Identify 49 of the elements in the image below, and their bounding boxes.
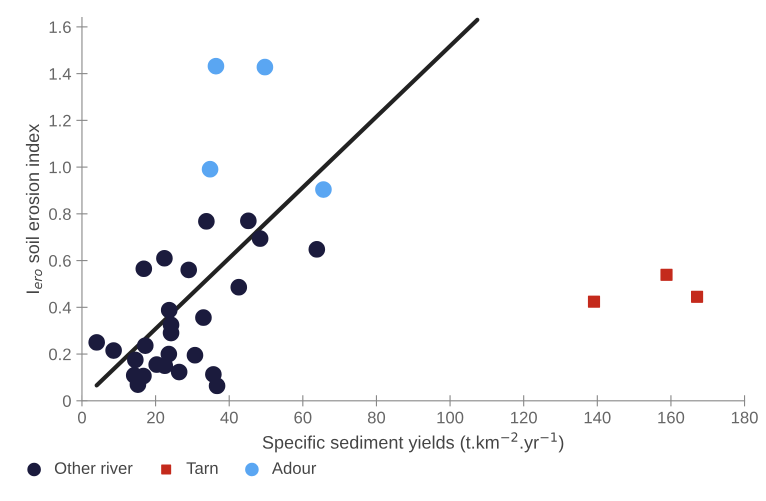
y-tick-label: 1.6 [50,21,71,34]
point [690,290,704,303]
point [208,58,224,74]
x-tick-label: 60 [294,412,312,424]
point [240,212,257,230]
point [170,364,188,380]
point [136,260,152,278]
point [156,250,173,267]
x-tick-label: 20 [147,412,164,424]
legend-label: Tarn [186,462,218,474]
x-tick-label: 40 [220,412,238,424]
point [127,352,144,368]
legend-label: Other river [54,462,133,474]
point [88,334,105,351]
point [160,302,178,318]
point [660,268,673,281]
x-tick-label: 140 [584,412,611,424]
point [136,337,154,354]
point [208,378,226,394]
x-tick-label: 80 [368,412,386,424]
point [195,309,212,326]
point [315,181,332,198]
point [308,241,326,258]
x-tick-label: 100 [437,412,464,424]
point [160,346,178,362]
x-tick-label: 0 [78,412,86,424]
point [186,346,204,364]
point [202,160,218,178]
y-tick-label: 0.6 [49,254,71,267]
y-tick-label: 0.2 [49,348,71,360]
y-tick-label: 0 [62,395,71,408]
x-tick-label: 120 [511,412,537,424]
point [230,278,248,296]
point [198,213,215,230]
point [252,230,268,247]
y-axis-title: I$_{ero}$ soil erosion index [26,124,42,293]
y-tick-label: 1.2 [50,114,71,126]
y-tick-label: 0.4 [49,302,72,314]
x-tick-label: 180 [732,412,758,424]
y-tick-label: 0.8 [49,208,71,220]
point [105,342,122,359]
y-tick-label: 1.4 [50,68,72,80]
point [256,58,274,76]
point [180,262,198,278]
legend-label: Adour [272,462,316,474]
point [588,296,600,308]
y-tick-label: 1.0 [50,162,71,174]
x-tick-label: 160 [658,412,684,424]
x-axis-title: Specific sediment yields (t.km$^{−2}$.yr$^{−1}$) [262,432,564,452]
